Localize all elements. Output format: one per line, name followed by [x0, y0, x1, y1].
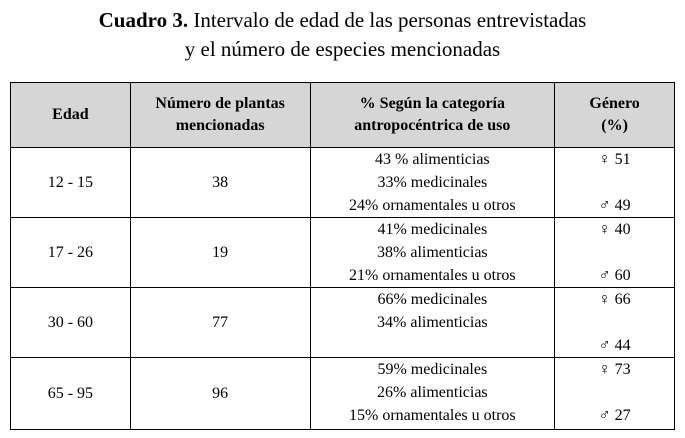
age-cell: 65 - 95 [10, 357, 131, 430]
header-text: antropocéntrica de uso [354, 117, 511, 134]
gender-wrap: ♀ 73 ♂ 27 [555, 358, 674, 427]
table-row: 65 - 95 96 59% medicinales 26% alimenticias… [10, 357, 675, 430]
header-cell: Género (%) [554, 82, 675, 148]
gender-cell: ♀ 51 ♂ 49 [554, 147, 675, 218]
plants-cell: 38 [129, 147, 311, 218]
uses-cell: 41% medicinales 38% alimenticias 21% ornam… [309, 217, 556, 288]
use-text: 59% medicinales [377, 361, 488, 378]
age-cell: 30 - 60 [10, 287, 131, 358]
use-text: 33% medicinales [377, 174, 488, 191]
gender-cell: ♀ 66 ♂ 44 [554, 287, 675, 358]
header-text: Edad [52, 106, 89, 123]
table-row: 30 - 60 77 66% medicinales 34% alimenticias… [10, 287, 675, 358]
use-text: 41% medicinales [377, 221, 488, 238]
header-row: Edad Número de plantas mencionadas % Según … [10, 82, 675, 148]
gender-wrap: ♀ 51 ♂ 49 [555, 148, 674, 217]
table-body: 12 - 15 38 43 % alimenticias 33% medicinale… [10, 147, 675, 430]
gender-male: ♂ 60 [598, 267, 631, 284]
header-cell: Número de plantas mencionadas [129, 82, 311, 148]
use-text: 24% ornamentales u otros [349, 197, 516, 214]
plants-cell: 96 [129, 357, 311, 430]
use-text: 43 % alimenticias [375, 151, 490, 168]
table-row: 12 - 15 38 43 % alimenticias 33% medicinale… [10, 147, 675, 218]
gender-male: ♂ 44 [598, 337, 631, 354]
header-text: Género [589, 95, 640, 112]
use-text: 26% alimenticias [377, 384, 488, 401]
use-text: 38% alimenticias [377, 244, 488, 261]
gender-female: ♀ 40 [598, 221, 631, 238]
use-text: 66% medicinales [377, 291, 488, 308]
use-text: 15% ornamentales u otros [349, 407, 516, 424]
uses-cell: 66% medicinales 34% alimenticias [309, 287, 556, 358]
gender-wrap: ♀ 66 ♂ 44 [555, 288, 674, 357]
header-text: % Según la categoría [359, 95, 505, 112]
header-cell: Edad [10, 82, 131, 148]
header-cell: % Según la categoría antropocéntrica de u… [309, 82, 556, 148]
caption: Cuadro 3. Intervalo de edad de las perso… [0, 6, 685, 64]
gender-female: ♀ 73 [598, 361, 631, 378]
data-table: Edad Número de plantas mencionadas % Según … [10, 82, 675, 430]
age-cell: 12 - 15 [10, 147, 131, 218]
gender-female: ♀ 51 [598, 151, 631, 168]
table-row: 17 - 26 19 41% medicinales 38% alimenticias… [10, 217, 675, 288]
uses-cell: 59% medicinales 26% alimenticias 15% ornam… [309, 357, 556, 430]
use-text: 34% alimenticias [377, 314, 488, 331]
gender-male: ♂ 49 [598, 197, 631, 214]
use-text: 21% ornamentales u otros [349, 267, 516, 284]
header-text: Número de plantas [155, 95, 285, 112]
gender-wrap: ♀ 40 ♂ 60 [555, 218, 674, 287]
caption-line: Intervalo de edad de las personas entrev… [193, 8, 587, 32]
gender-cell: ♀ 40 ♂ 60 [554, 217, 675, 288]
plants-cell: 19 [129, 217, 311, 288]
gender-cell: ♀ 73 ♂ 27 [554, 357, 675, 430]
gender-male: ♂ 27 [598, 407, 631, 424]
caption-line: y el número de especies mencionadas [184, 37, 501, 61]
caption-label: Cuadro 3. [98, 8, 189, 32]
header-text: (%) [601, 117, 628, 134]
uses-cell: 43 % alimenticias 33% medicinales 24% orna… [309, 147, 556, 218]
header-text: mencionadas [175, 117, 265, 134]
plants-cell: 77 [129, 287, 311, 358]
gender-female: ♀ 66 [598, 291, 631, 308]
age-cell: 17 - 26 [10, 217, 131, 288]
